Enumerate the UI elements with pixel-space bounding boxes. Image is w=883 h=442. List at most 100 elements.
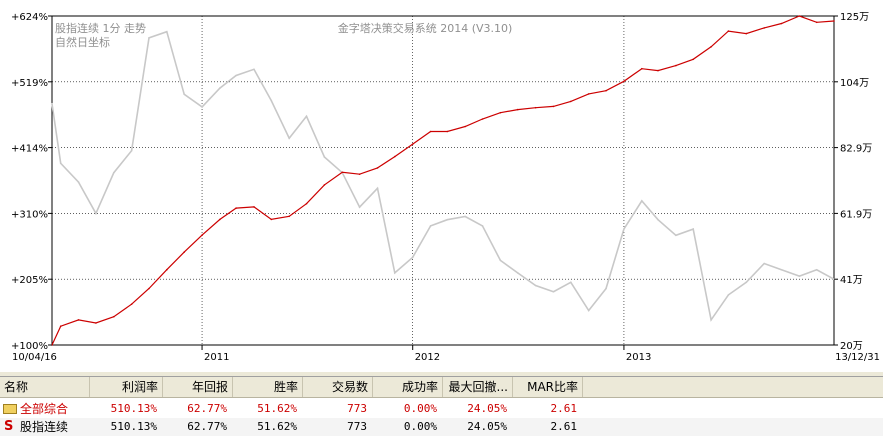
equity-point	[95, 322, 97, 324]
row-value: 51.62%	[257, 420, 297, 433]
price-point	[411, 256, 414, 259]
left-tick-label: +519%	[11, 78, 48, 89]
equity-point	[446, 130, 449, 133]
equity-point	[499, 111, 502, 114]
left-tick-label: +414%	[11, 144, 48, 155]
row-value: 0.00%	[403, 402, 437, 415]
folder-icon	[3, 404, 17, 414]
equity-point	[323, 184, 326, 186]
equity-point	[305, 202, 308, 205]
equity-point	[516, 108, 519, 111]
price-point	[692, 228, 694, 230]
chart-title: 金字塔决策交易系统 2014 (V3.10)	[338, 21, 513, 35]
x-tick-label: 2012	[415, 352, 440, 363]
row-name: 股指连续	[20, 420, 69, 434]
equity-point	[376, 167, 379, 169]
price-point	[253, 68, 255, 71]
price-point	[552, 290, 555, 293]
equity-chart[interactable]: +624% 125万 +519% 104万 +414% 82.9万 +310% 61.9万 +2…	[0, 0, 883, 372]
equity-point	[623, 80, 625, 83]
left-tick-label: +100%	[11, 341, 48, 352]
price-point	[605, 287, 607, 290]
price-point	[429, 225, 432, 227]
price-point	[166, 30, 168, 33]
price-point	[481, 225, 484, 227]
table-row[interactable]: S 股指连续 510.13% 62.77% 51.62% 773 0.00% 24.05% 2.…	[0, 418, 883, 436]
price-point	[288, 137, 291, 139]
equity-point	[394, 155, 396, 158]
plot-area[interactable]	[51, 15, 835, 346]
price-point	[815, 269, 818, 271]
row-value: 2.61	[550, 420, 578, 433]
column-header[interactable]: MAR比率	[513, 377, 583, 397]
price-point	[113, 171, 115, 174]
price-point	[570, 281, 572, 284]
price-point	[95, 212, 97, 215]
right-tick-label: 41万	[840, 275, 863, 286]
price-point	[235, 74, 237, 77]
price-point	[727, 294, 730, 296]
table-header-row: 名称 利润率 年回报 胜率 交易数 成功率 最大回撤... MAR比率	[0, 377, 883, 398]
right-tick-label: 61.9万	[840, 209, 872, 220]
equity-point	[815, 21, 818, 24]
column-header[interactable]: 最大回撤...	[443, 377, 513, 397]
x-end-label: 13/12/31	[835, 352, 880, 363]
row-value: 773	[347, 420, 367, 433]
equity-point	[77, 319, 80, 321]
right-tick-label: 82.9万	[840, 144, 872, 155]
x-tick-label: 2013	[626, 352, 651, 363]
row-value: 510.13%	[110, 420, 157, 433]
row-value: 62.77%	[187, 402, 227, 415]
price-point	[710, 319, 712, 321]
row-value: 510.13%	[110, 402, 157, 415]
price-point	[657, 218, 659, 221]
column-header[interactable]: 名称	[0, 377, 90, 397]
equity-point	[798, 15, 801, 17]
price-point	[499, 259, 502, 262]
column-header[interactable]: 利润率	[90, 377, 163, 397]
equity-point	[745, 32, 748, 35]
row-value: 24.05%	[467, 402, 507, 415]
equity-point	[833, 20, 835, 22]
series-layer	[51, 15, 835, 346]
equity-point	[201, 234, 203, 236]
price-point	[130, 149, 133, 152]
price-point	[270, 99, 273, 102]
axis-layer: +624% 125万 +519% 104万 +414% 82.9万 +310% 61.9万 +2…	[11, 12, 880, 363]
right-tick-label: 104万	[840, 78, 869, 89]
row-value: 62.77%	[187, 420, 227, 433]
column-header[interactable]: 胜率	[233, 377, 303, 397]
column-header[interactable]: 年回报	[163, 377, 233, 397]
price-point	[534, 284, 537, 287]
s-icon: S	[4, 419, 14, 434]
equity-point	[235, 207, 237, 209]
left-tick-label: +624%	[11, 12, 48, 23]
price-point	[376, 187, 379, 190]
equity-point	[780, 22, 783, 25]
equity-point	[464, 125, 467, 128]
equity-point	[710, 46, 712, 48]
equity-point	[130, 303, 133, 306]
equity-point	[166, 268, 168, 271]
equity-point	[411, 143, 414, 145]
equity-point	[605, 89, 607, 92]
x-tick-label: 2011	[204, 352, 229, 363]
axis-mode-label: 自然日坐标	[55, 35, 110, 49]
chart-panel[interactable]: +624% 125万 +519% 104万 +414% 82.9万 +310% 61.9万 +2…	[0, 0, 883, 372]
price-line	[51, 30, 835, 322]
price-point	[675, 234, 677, 237]
x-start-label: 10/04/16	[12, 352, 57, 363]
column-header[interactable]: 交易数	[303, 377, 373, 397]
price-point	[305, 115, 308, 118]
column-header[interactable]: 成功率	[373, 377, 443, 397]
equity-point	[288, 215, 291, 218]
equity-point	[481, 118, 484, 120]
price-point	[763, 262, 765, 265]
equity-point	[692, 58, 694, 61]
table-row[interactable]: 全部综合 510.13% 62.77% 51.62% 773 0.00% 24.05% 2.6…	[0, 400, 883, 418]
equity-point	[675, 64, 677, 67]
left-tick-label: +310%	[11, 209, 48, 220]
price-point	[148, 37, 150, 39]
row-value: 24.05%	[467, 420, 507, 433]
right-tick-label: 125万	[840, 12, 869, 23]
